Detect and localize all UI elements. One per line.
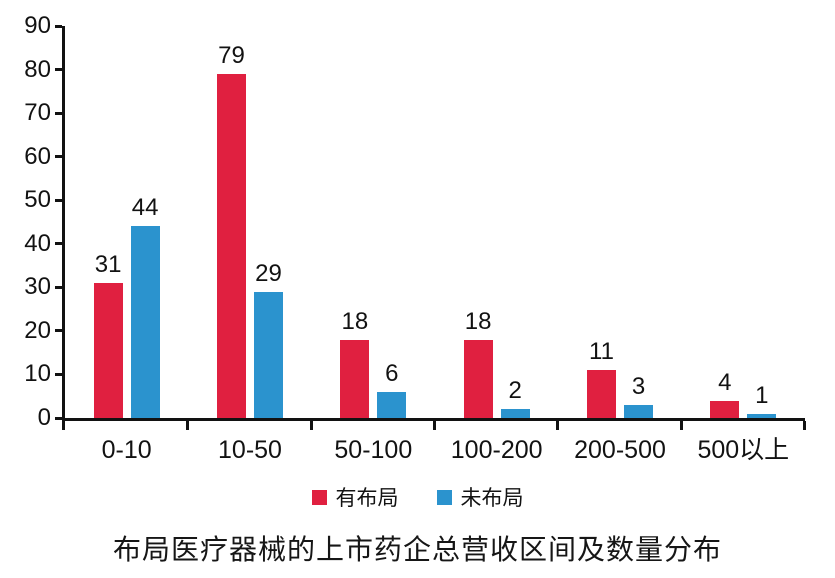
- x-axis-category-label: 500以上: [697, 435, 790, 464]
- bar-value-label: 31: [94, 251, 122, 278]
- bar-value-label: 6: [385, 360, 399, 387]
- y-axis-label: 20: [24, 316, 51, 344]
- x-axis-category-label: 50-100: [334, 435, 413, 464]
- y-axis-tick: [55, 68, 62, 72]
- bar-value-label: 11: [589, 338, 614, 365]
- y-axis-label: 30: [24, 273, 51, 301]
- bar-有布局-0-10: [93, 283, 123, 418]
- legend-item: 未布局: [436, 482, 524, 512]
- bar-value-label: 1: [755, 382, 769, 409]
- legend-label: 未布局: [460, 487, 524, 510]
- x-axis-category-label: 10-50: [218, 435, 282, 464]
- bar-value-label: 79: [218, 42, 245, 69]
- y-axis-tick: [55, 242, 62, 246]
- legend-swatch-icon: [436, 489, 452, 505]
- y-axis-tick: [55, 329, 62, 333]
- bar-有布局-500以上: [710, 401, 740, 418]
- bar-value-label: 2: [508, 377, 522, 404]
- y-axis-tick: [55, 24, 62, 28]
- y-axis-tick: [55, 198, 62, 202]
- x-axis-tick: [433, 421, 436, 430]
- legend-label: 有布局: [335, 487, 399, 510]
- bar-value-label: 44: [131, 194, 159, 221]
- y-axis-label: 60: [24, 142, 51, 170]
- bar-value-label: 3: [631, 373, 646, 400]
- bar-value-label: 29: [255, 260, 282, 287]
- y-axis-label: 80: [24, 55, 51, 83]
- bar-有布局-100-200: [463, 340, 493, 418]
- x-axis-category-label: 200-500: [574, 435, 666, 464]
- y-axis-label: 0: [37, 404, 51, 431]
- bar-value-label: 18: [341, 308, 369, 335]
- y-axis-label: 10: [24, 360, 51, 388]
- legend-swatch-icon: [311, 489, 327, 505]
- y-axis-label: 70: [24, 99, 51, 127]
- bar-未布局-50-100: [377, 392, 407, 418]
- plot-area: 0 10 20 30 40 50 60 70 80 90 0-10 10-50 50-100 100-20…: [24, 14, 806, 463]
- bar-value-label: 18: [464, 308, 492, 335]
- bar-未布局-100-200: [500, 409, 530, 418]
- bar-未布局-200-500: [624, 405, 653, 418]
- legend-item: 有布局: [311, 482, 399, 512]
- bar-未布局-0-10: [130, 226, 160, 418]
- x-axis-tick: [556, 421, 559, 430]
- y-axis-tick: [55, 416, 62, 420]
- x-axis-category-label: 100-200: [450, 435, 543, 464]
- bar-有布局-200-500: [587, 370, 616, 418]
- x-axis-tick: [62, 421, 65, 430]
- x-axis-tick: [310, 421, 313, 430]
- chart-title: 布局医疗器械的上市药企总营收区间及数量分布: [112, 534, 722, 565]
- y-axis-tick: [55, 111, 62, 115]
- y-axis-label: 40: [24, 229, 51, 257]
- y-axis-label: 50: [24, 186, 51, 214]
- bar-value-label: 4: [718, 369, 732, 396]
- legend: 有布局 未布局: [0, 482, 835, 512]
- y-axis-label: 90: [24, 12, 51, 39]
- bar-未布局-10-50: [254, 292, 283, 418]
- x-axis-tick: [186, 421, 189, 430]
- x-axis-tick: [680, 421, 683, 430]
- x-axis-tick: [803, 421, 806, 430]
- y-axis-tick: [55, 372, 62, 376]
- bar-有布局-10-50: [217, 74, 246, 418]
- x-axis-category-label: 0-10: [101, 435, 152, 464]
- y-axis-tick: [55, 285, 62, 289]
- bar-未布局-500以上: [747, 414, 777, 418]
- bar-有布局-50-100: [340, 340, 370, 418]
- y-axis-tick: [55, 155, 62, 159]
